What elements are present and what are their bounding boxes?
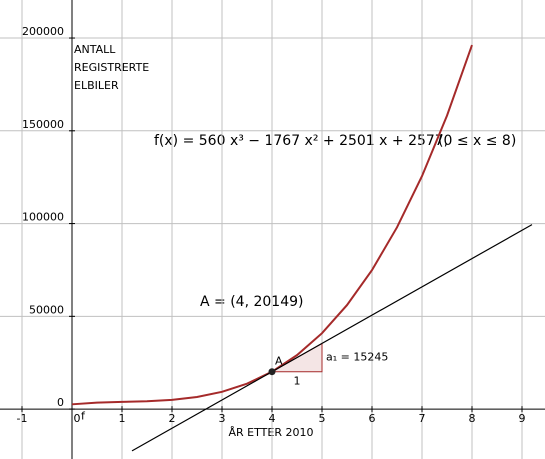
y-axis-title: ELBILER	[74, 79, 119, 92]
line-series	[131, 224, 533, 452]
x-tick-label: 4	[269, 412, 276, 425]
y-tick-label: 50000	[29, 303, 64, 316]
x-tick-label: 0	[74, 412, 81, 425]
x-tick-label: 3	[219, 412, 226, 425]
x-axis-title: ÅR ETTER 2010	[229, 426, 314, 439]
point	[268, 368, 276, 376]
y-tick-label: 0	[57, 396, 64, 409]
x-tick-label: 1	[119, 412, 126, 425]
y-tick-label: 150000	[22, 118, 64, 131]
x-tick-label: 2	[169, 412, 176, 425]
y-tick-label: 100000	[22, 211, 64, 224]
formula: f(x) = 560 x³ − 1767 x² + 2501 x + 2577,	[154, 133, 448, 149]
point-label: A	[275, 355, 283, 368]
domain-note: (0 ≤ x ≤ 8)	[438, 133, 516, 149]
x-tick-label: 6	[369, 412, 376, 425]
y-axis-title: REGISTRERTE	[74, 61, 149, 74]
x-tick-label: 9	[519, 412, 526, 425]
y-axis-title: ANTALL	[74, 43, 116, 56]
x-tick-label: -1	[17, 412, 28, 425]
slope-label: a₁ = 15245	[326, 351, 388, 364]
x-tick-label: 5	[319, 412, 326, 425]
series-label: f	[81, 409, 86, 422]
y-tick-label: 200000	[22, 25, 64, 38]
x-tick-label: 7	[419, 412, 426, 425]
point-annotation: A = (4, 20149)	[200, 294, 303, 310]
x-tick-label: 8	[469, 412, 476, 425]
run-label: 1	[294, 375, 301, 388]
